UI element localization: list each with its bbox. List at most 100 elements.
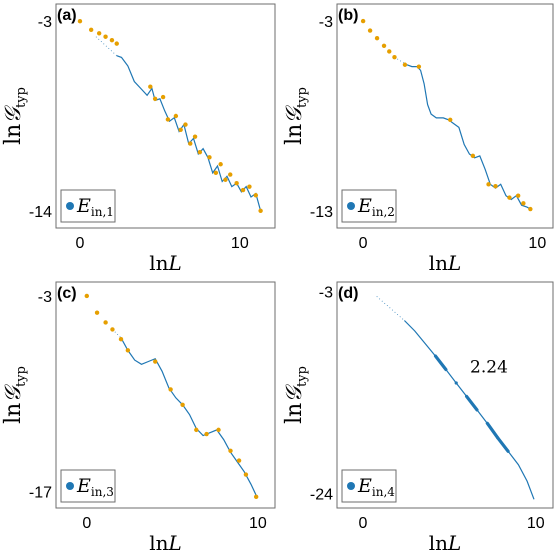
data-point xyxy=(402,62,408,67)
data-point xyxy=(360,18,366,24)
sparse-data-dots xyxy=(394,56,407,66)
data-point xyxy=(493,184,498,189)
data-point xyxy=(253,494,259,500)
panel-label: (d) xyxy=(338,285,358,302)
data-point xyxy=(114,41,119,46)
y-axis-title: ln𝒢typ xyxy=(1,366,29,424)
data-point xyxy=(96,31,102,36)
data-point xyxy=(152,96,158,101)
data-point xyxy=(178,127,183,132)
data-point xyxy=(213,170,219,176)
panel-2: (b) -3 -13 0 10 lnL ln𝒢typ Ein,2 xyxy=(282,3,554,275)
data-point xyxy=(118,336,124,342)
data-point xyxy=(160,94,166,100)
fit-segment xyxy=(485,421,500,440)
plot-frame xyxy=(336,281,554,509)
data-point xyxy=(103,34,108,39)
y-tick-label: -3 xyxy=(319,14,333,31)
data-point xyxy=(173,113,179,119)
data-point xyxy=(507,195,512,200)
panel-1: (a) -3 -14 0 10 lnL ln𝒢typ Ein,1 xyxy=(1,3,276,275)
data-point xyxy=(528,206,533,212)
data-point xyxy=(228,172,233,177)
y-tick-label: -17 xyxy=(29,484,52,501)
data-point xyxy=(381,43,387,48)
legend: Ein,1 xyxy=(60,189,116,223)
data-point xyxy=(77,19,83,24)
data-point xyxy=(234,181,239,186)
series-line xyxy=(403,320,535,500)
fit-segment xyxy=(465,394,479,412)
data-point xyxy=(188,141,193,146)
y-tick-label: -3 xyxy=(319,285,333,302)
legend: Ein,3 xyxy=(60,469,116,503)
data-point xyxy=(216,427,221,433)
data-point xyxy=(258,208,263,213)
data-point xyxy=(197,149,203,155)
legend-marker xyxy=(347,482,355,490)
x-tick-label: 10 xyxy=(231,235,249,252)
data-point xyxy=(228,448,233,454)
legend-label: Ein,1 xyxy=(76,195,114,219)
y-axis-title: ln𝒢typ xyxy=(282,87,310,145)
data-point xyxy=(194,427,199,433)
data-point xyxy=(192,134,198,139)
plot-frame xyxy=(55,3,276,229)
data-point xyxy=(387,49,392,54)
data-point xyxy=(486,182,491,187)
panel-label: (b) xyxy=(338,7,358,24)
fit-segment xyxy=(433,354,448,372)
panel-4: (d) -3 -24 0 10 lnL ln𝒢typ 2.24 Ein,4 xyxy=(282,281,554,554)
data-point xyxy=(148,84,153,89)
data-point xyxy=(153,359,158,364)
data-point xyxy=(103,320,108,325)
data-point xyxy=(180,402,185,407)
fit-segment xyxy=(496,436,510,453)
y-tick-label: -14 xyxy=(29,204,52,221)
x-tick-label: 0 xyxy=(359,235,368,252)
data-point xyxy=(168,387,173,392)
x-axis-title: lnL xyxy=(429,251,462,275)
data-point xyxy=(204,431,209,437)
data-point xyxy=(165,117,171,122)
data-point xyxy=(84,293,89,299)
data-point xyxy=(374,35,380,41)
data-point xyxy=(253,193,259,198)
x-axis-title: lnL xyxy=(429,531,462,554)
data-point xyxy=(88,27,94,33)
x-axis-title: lnL xyxy=(149,531,182,554)
data-point xyxy=(207,155,212,160)
y-tick-label: -3 xyxy=(38,289,52,306)
legend-marker xyxy=(66,482,74,490)
panel-3: (c) -3 -17 0 10 lnL ln𝒢typ Ein,3 xyxy=(1,281,276,554)
legend-marker xyxy=(66,202,74,210)
sparse-data-dots xyxy=(376,296,405,321)
data-point xyxy=(223,177,228,182)
data-point xyxy=(515,193,521,198)
panel-label: (c) xyxy=(57,285,77,302)
x-tick-label: 10 xyxy=(528,235,546,252)
slope-annotation: 2.24 xyxy=(470,357,508,377)
sparse-data-dots xyxy=(95,36,118,56)
x-tick-label: 0 xyxy=(76,235,85,252)
data-point xyxy=(448,117,453,122)
x-tick-label: 0 xyxy=(358,515,367,532)
series-line xyxy=(116,55,262,211)
data-point xyxy=(110,327,115,332)
data-point xyxy=(470,153,476,159)
data-point xyxy=(218,162,223,167)
data-point xyxy=(240,187,246,193)
data-point xyxy=(125,348,131,353)
y-tick-label: -13 xyxy=(310,204,333,221)
data-point xyxy=(367,28,373,33)
panel-label: (a) xyxy=(57,7,77,24)
legend-label: Ein,3 xyxy=(76,475,114,499)
y-axis-title: ln𝒢typ xyxy=(1,87,29,145)
data-point xyxy=(243,472,249,477)
data-point xyxy=(183,122,188,127)
data-point xyxy=(109,37,115,43)
y-axis-title: ln𝒢typ xyxy=(282,366,310,424)
plot-frame xyxy=(55,281,276,509)
plot-frame xyxy=(336,3,554,229)
